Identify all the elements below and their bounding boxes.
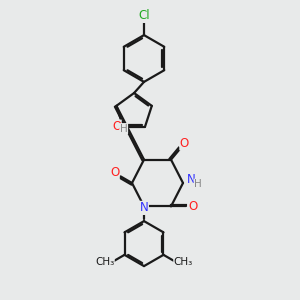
Text: CH₃: CH₃ — [95, 257, 114, 267]
Text: O: O — [180, 137, 189, 150]
Text: O: O — [110, 166, 119, 179]
Text: N: N — [140, 201, 148, 214]
Text: O: O — [112, 120, 121, 133]
Text: H: H — [194, 179, 202, 189]
Text: H: H — [120, 124, 128, 134]
Text: CH₃: CH₃ — [174, 257, 193, 267]
Text: N: N — [187, 173, 196, 186]
Text: Cl: Cl — [138, 9, 150, 22]
Text: O: O — [188, 200, 197, 213]
